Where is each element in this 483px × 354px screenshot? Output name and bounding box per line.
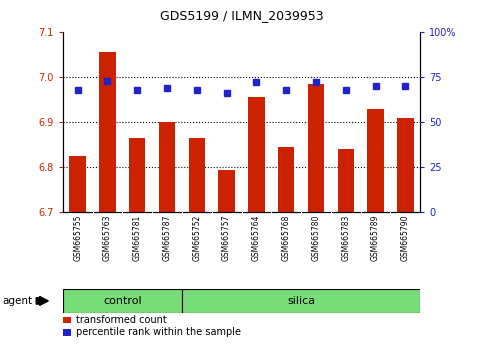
Bar: [129, 138, 145, 212]
Bar: [63, 289, 182, 313]
Text: GSM665768: GSM665768: [282, 215, 291, 261]
Bar: [189, 138, 205, 212]
Bar: [218, 170, 235, 212]
Bar: [338, 149, 354, 212]
Text: GSM665757: GSM665757: [222, 215, 231, 261]
Bar: [248, 97, 265, 212]
Text: GSM665752: GSM665752: [192, 215, 201, 261]
Text: control: control: [103, 296, 142, 306]
Bar: [99, 52, 115, 212]
Text: percentile rank within the sample: percentile rank within the sample: [76, 327, 242, 337]
Bar: [308, 84, 324, 212]
Text: GSM665790: GSM665790: [401, 215, 410, 261]
Text: GSM665780: GSM665780: [312, 215, 320, 261]
Bar: [159, 122, 175, 212]
Text: GSM665787: GSM665787: [163, 215, 171, 261]
Text: silica: silica: [287, 296, 315, 306]
Bar: [368, 109, 384, 212]
Text: GSM665764: GSM665764: [252, 215, 261, 261]
Text: GSM665783: GSM665783: [341, 215, 350, 261]
Text: transformed count: transformed count: [76, 315, 167, 325]
Bar: [397, 118, 413, 212]
Text: GDS5199 / ILMN_2039953: GDS5199 / ILMN_2039953: [160, 9, 323, 22]
Text: GSM665781: GSM665781: [133, 215, 142, 261]
Bar: [182, 289, 420, 313]
Bar: [70, 156, 86, 212]
Text: GSM665789: GSM665789: [371, 215, 380, 261]
Text: agent: agent: [2, 296, 32, 306]
Text: GSM665763: GSM665763: [103, 215, 112, 261]
Bar: [278, 147, 294, 212]
Text: GSM665755: GSM665755: [73, 215, 82, 261]
